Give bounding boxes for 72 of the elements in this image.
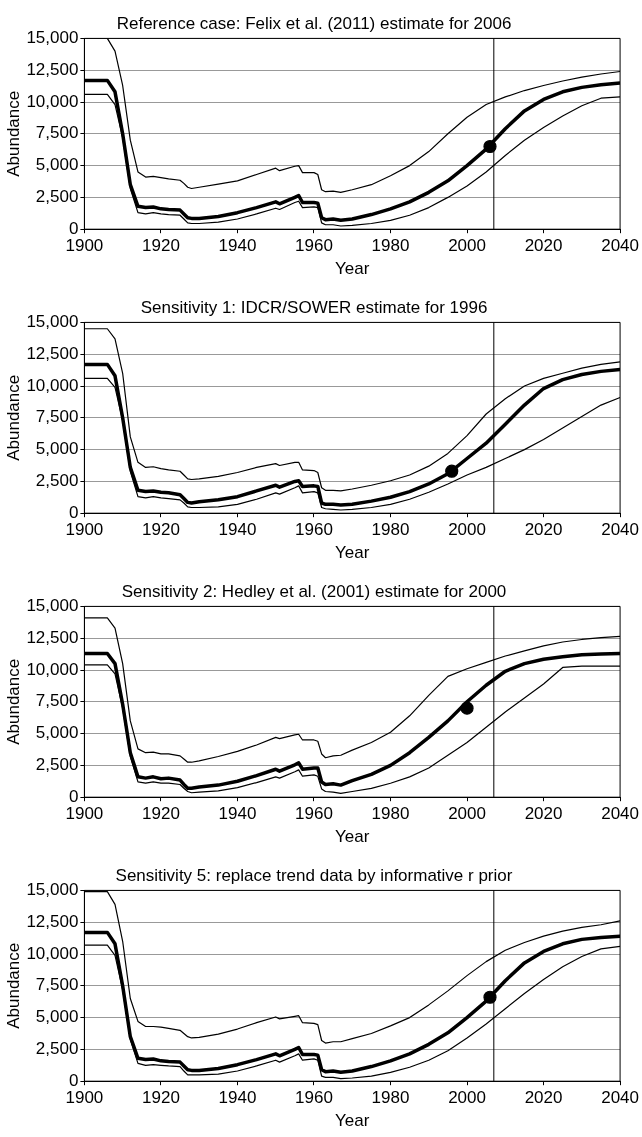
x-tick-label: 1960 xyxy=(295,236,333,256)
x-tick-label: 1940 xyxy=(218,520,257,540)
x-tick-label: 1900 xyxy=(65,1088,104,1108)
chart-title: Sensitivity 1: IDCR/SOWER estimate for 1996 xyxy=(140,297,488,317)
x-tick-label: 2000 xyxy=(448,520,486,540)
y-tick-label: 7,500 xyxy=(35,123,79,143)
y-axis-title: Abundance xyxy=(3,658,23,745)
x-tick-label: 1940 xyxy=(218,804,257,824)
y-tick-label: 5,000 xyxy=(35,1007,79,1027)
y-tick-label: 7,500 xyxy=(35,975,79,995)
y-tick-label: 12,500 xyxy=(26,343,79,363)
x-tick-label: 1900 xyxy=(65,236,104,256)
x-tick-label: 1960 xyxy=(295,520,333,540)
y-tick-label: 10,000 xyxy=(26,659,79,679)
x-tick-label: 1960 xyxy=(295,804,333,824)
x-tick-label: 1980 xyxy=(371,804,410,824)
x-axis-title: Year xyxy=(335,259,370,279)
x-tick-label: 2000 xyxy=(448,236,486,256)
x-axis-title: Year xyxy=(335,827,370,847)
x-tick-label: 1960 xyxy=(295,1088,333,1108)
y-tick-label: 7,500 xyxy=(35,407,79,427)
chart-title: Reference case: Felix et al. (2011) estimate for 2006 xyxy=(116,13,512,33)
y-tick-label: 2,500 xyxy=(35,755,79,775)
y-tick-label: 2,500 xyxy=(35,471,79,491)
y-tick-label: 5,000 xyxy=(35,439,79,459)
y-tick-label: 10,000 xyxy=(26,375,79,395)
y-tick-label: 2,500 xyxy=(35,187,79,207)
y-tick-label: 10,000 xyxy=(26,943,79,963)
y-tick-label: 15,000 xyxy=(26,880,79,900)
x-tick-label: 1900 xyxy=(65,520,104,540)
y-tick-label: 0 xyxy=(68,502,79,522)
x-tick-label: 1980 xyxy=(371,520,410,540)
x-tick-label: 1940 xyxy=(218,1088,257,1108)
x-tick-label: 1920 xyxy=(142,236,180,256)
chart-title: Sensitivity 5: replace trend data by informative r prior xyxy=(115,865,513,885)
y-tick-label: 15,000 xyxy=(26,596,79,616)
x-tick-label: 2020 xyxy=(524,1088,563,1108)
y-tick-label: 12,500 xyxy=(26,59,79,79)
y-axis-title: Abundance xyxy=(3,942,23,1029)
y-tick-label: 2,500 xyxy=(35,1039,79,1059)
x-tick-label: 1920 xyxy=(142,520,180,540)
x-tick-label: 2040 xyxy=(601,1088,639,1108)
y-tick-label: 0 xyxy=(68,786,79,806)
x-tick-label: 2040 xyxy=(601,804,639,824)
x-tick-label: 1920 xyxy=(142,804,180,824)
y-tick-label: 15,000 xyxy=(26,28,79,48)
x-tick-label: 2040 xyxy=(601,236,639,256)
x-tick-label: 1980 xyxy=(371,236,410,256)
x-tick-label: 2040 xyxy=(601,520,639,540)
y-tick-label: 0 xyxy=(68,1070,79,1090)
x-axis-title: Year xyxy=(335,1111,370,1131)
y-tick-label: 15,000 xyxy=(26,312,79,332)
x-axis-title: Year xyxy=(335,543,370,563)
x-tick-label: 1940 xyxy=(218,236,257,256)
y-axis-title: Abundance xyxy=(3,90,23,177)
y-tick-label: 5,000 xyxy=(35,155,79,175)
y-tick-label: 0 xyxy=(68,218,79,238)
x-tick-label: 2020 xyxy=(524,804,563,824)
x-tick-label: 2020 xyxy=(524,520,563,540)
y-tick-label: 7,500 xyxy=(35,691,79,711)
x-tick-label: 2000 xyxy=(448,804,486,824)
y-tick-label: 10,000 xyxy=(26,91,79,111)
x-tick-label: 1920 xyxy=(142,1088,180,1108)
y-tick-label: 12,500 xyxy=(26,911,79,931)
x-tick-label: 1900 xyxy=(65,804,104,824)
y-tick-label: 5,000 xyxy=(35,723,79,743)
y-axis-title: Abundance xyxy=(3,374,23,461)
x-tick-label: 1980 xyxy=(371,1088,410,1108)
x-tick-label: 2020 xyxy=(524,236,563,256)
y-tick-label: 12,500 xyxy=(26,627,79,647)
x-tick-label: 2000 xyxy=(448,1088,486,1108)
chart-title: Sensitivity 2: Hedley et al. (2001) estimate for 2000 xyxy=(121,581,507,601)
